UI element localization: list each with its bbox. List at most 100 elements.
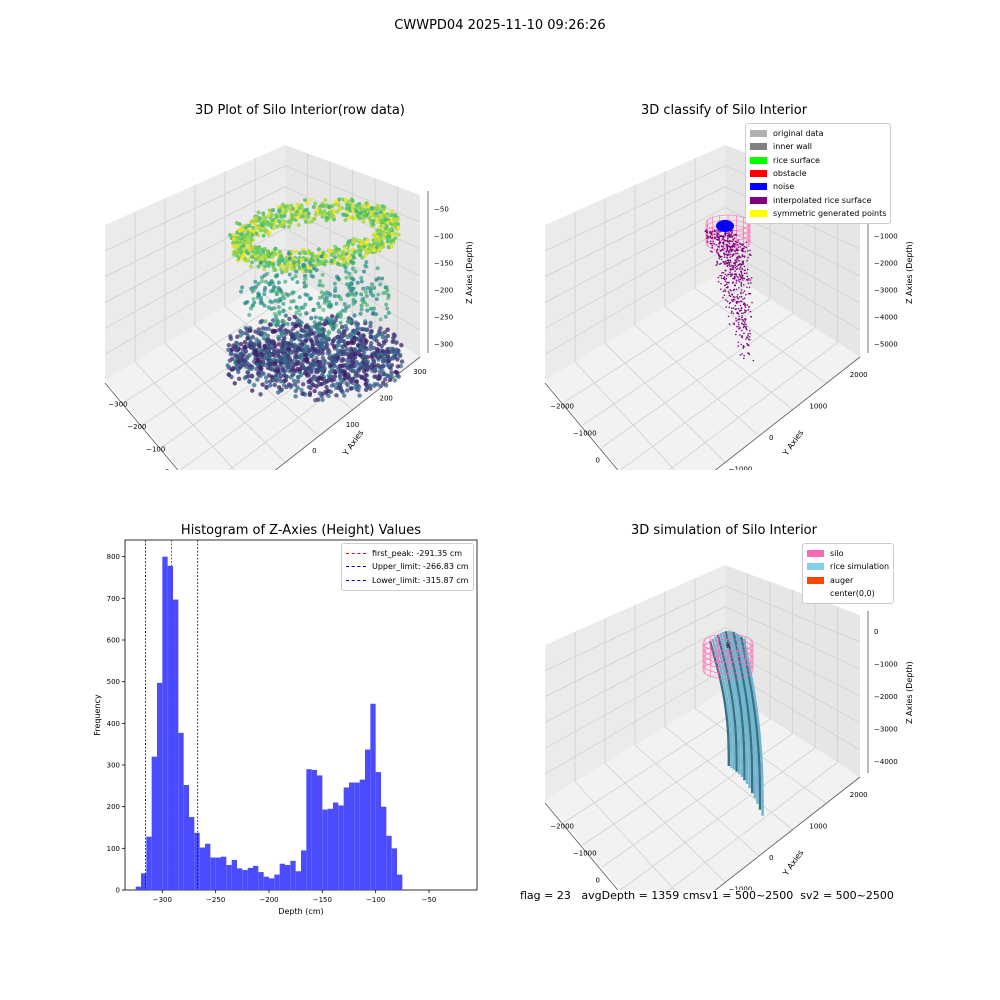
data-point [266, 263, 271, 268]
data-point [266, 305, 271, 310]
data-point [259, 298, 264, 303]
data-point [310, 253, 315, 258]
data-point [323, 360, 328, 365]
legend-item: interpolated rice surface [750, 193, 886, 206]
p4-z-tick: −4000 [874, 758, 898, 766]
data-point [300, 391, 305, 396]
interpolated-point [745, 318, 747, 321]
data-point [258, 319, 263, 325]
interpolated-point [738, 323, 740, 326]
p4-gridline [724, 585, 861, 643]
data-point [281, 308, 286, 313]
data-point [317, 375, 323, 381]
interpolated-point [716, 249, 718, 252]
interpolated-point [740, 281, 743, 284]
data-point [312, 388, 317, 394]
data-point [336, 294, 341, 299]
interpolated-point [745, 246, 748, 249]
interpolated-point [706, 237, 708, 240]
surface-strip [734, 632, 757, 799]
data-point [361, 286, 366, 291]
data-point [256, 327, 262, 332]
interpolated-point [748, 278, 750, 280]
interpolated-point [713, 229, 716, 232]
data-point [350, 198, 355, 203]
data-point [299, 387, 304, 393]
interpolated-point [748, 305, 751, 308]
interpolated-point [738, 273, 741, 276]
data-point [313, 315, 318, 320]
y-axis-label: Frequency [93, 694, 102, 736]
data-point [383, 226, 388, 231]
data-point [238, 333, 243, 338]
y-tick-label: 500 [107, 678, 120, 686]
interpolated-point [709, 240, 712, 243]
interpolated-point [731, 246, 734, 248]
data-point [329, 259, 334, 264]
interpolated-point [749, 329, 751, 332]
data-point [299, 320, 304, 325]
data-point [339, 324, 345, 330]
histogram-bar [210, 857, 216, 890]
histogram-bar [317, 775, 323, 890]
data-point [368, 320, 373, 326]
interpolated-point [737, 241, 739, 244]
y-tick-label: 200 [107, 803, 120, 811]
interpolated-point [709, 250, 712, 252]
y-tick-label: 100 [107, 845, 120, 853]
data-point [365, 365, 370, 370]
p4-gridline [544, 585, 726, 672]
data-point [376, 352, 381, 358]
interpolated-point [718, 257, 721, 260]
data-point [324, 338, 329, 343]
data-point [348, 255, 353, 260]
data-point [381, 213, 386, 218]
data-point [326, 330, 331, 335]
data-point [306, 220, 311, 225]
data-point [324, 295, 329, 300]
data-point [254, 284, 259, 289]
data-point [332, 363, 337, 368]
data-point [254, 246, 259, 251]
interpolated-point [720, 255, 723, 258]
interpolated-point [747, 309, 750, 311]
data-point [309, 315, 314, 321]
legend-item: rice simulation [807, 560, 889, 573]
p1-z-label: Z Axies (Depth) [465, 241, 474, 304]
interpolated-point [739, 296, 741, 298]
p2-z-tick: −3000 [874, 287, 898, 295]
data-point [351, 239, 356, 244]
data-point [342, 393, 347, 398]
data-point [311, 204, 316, 209]
data-point [259, 251, 264, 256]
data-point [365, 384, 371, 389]
legend-label: silo [830, 549, 844, 559]
interpolated-point [732, 253, 735, 255]
data-point [380, 368, 385, 373]
data-point [318, 360, 323, 365]
data-point [312, 320, 317, 325]
interpolated-point [733, 246, 736, 248]
data-point [309, 219, 314, 224]
interpolated-point [734, 243, 737, 245]
data-point [383, 217, 388, 222]
data-point [269, 222, 274, 227]
interpolated-point [726, 281, 728, 284]
interpolated-point [725, 240, 727, 242]
data-point [332, 294, 337, 299]
data-point [327, 349, 332, 354]
data-point [298, 312, 303, 317]
interpolated-point [749, 254, 752, 257]
interpolated-point [743, 297, 746, 300]
data-point [382, 232, 387, 237]
p2-x-tick: −1000 [573, 430, 597, 438]
data-point [250, 388, 255, 393]
data-point [243, 225, 248, 230]
interpolated-point [733, 237, 736, 240]
data-point [324, 290, 329, 295]
interpolated-point [729, 246, 732, 249]
interpolated-point [740, 292, 742, 295]
data-point [271, 281, 276, 286]
surface-strip [742, 638, 764, 816]
interpolated-point [731, 255, 734, 258]
